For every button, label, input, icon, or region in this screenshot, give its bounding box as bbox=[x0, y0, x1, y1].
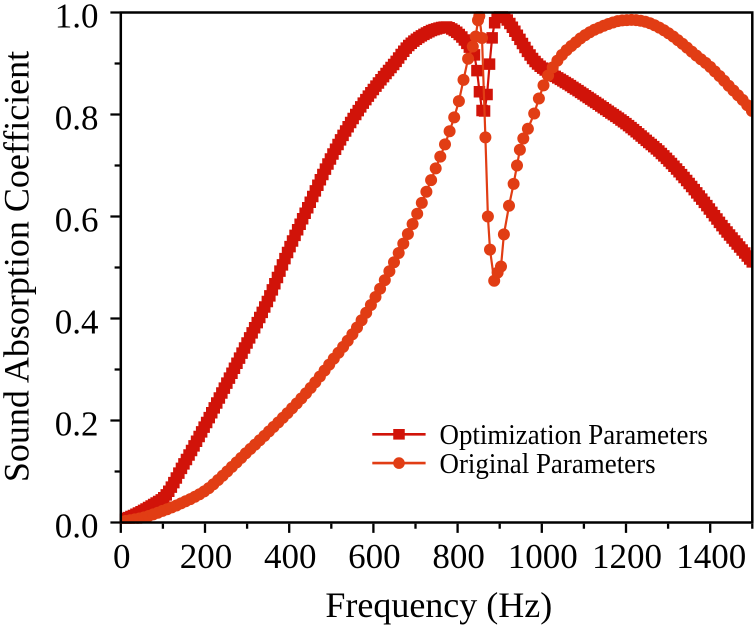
svg-text:0.6: 0.6 bbox=[55, 201, 99, 240]
svg-text:400: 400 bbox=[264, 537, 317, 576]
svg-text:Original Parameters: Original Parameters bbox=[440, 447, 656, 479]
svg-text:0.4: 0.4 bbox=[55, 303, 99, 342]
svg-text:1000: 1000 bbox=[508, 537, 578, 576]
svg-text:1400: 1400 bbox=[676, 537, 746, 576]
svg-text:0.8: 0.8 bbox=[55, 99, 99, 138]
svg-text:800: 800 bbox=[432, 537, 485, 576]
svg-text:600: 600 bbox=[348, 537, 401, 576]
svg-text:0.0: 0.0 bbox=[55, 507, 99, 546]
svg-text:Frequency (Hz): Frequency (Hz) bbox=[325, 585, 552, 625]
svg-text:200: 200 bbox=[180, 537, 233, 576]
svg-text:Optimization Parameters: Optimization Parameters bbox=[440, 418, 708, 450]
svg-text:0.2: 0.2 bbox=[55, 405, 99, 444]
svg-text:1.0: 1.0 bbox=[55, 0, 99, 36]
svg-text:Sound Absorption Coefficient: Sound Absorption Coefficient bbox=[0, 51, 37, 482]
svg-text:0: 0 bbox=[113, 537, 131, 576]
svg-text:1200: 1200 bbox=[592, 537, 662, 576]
